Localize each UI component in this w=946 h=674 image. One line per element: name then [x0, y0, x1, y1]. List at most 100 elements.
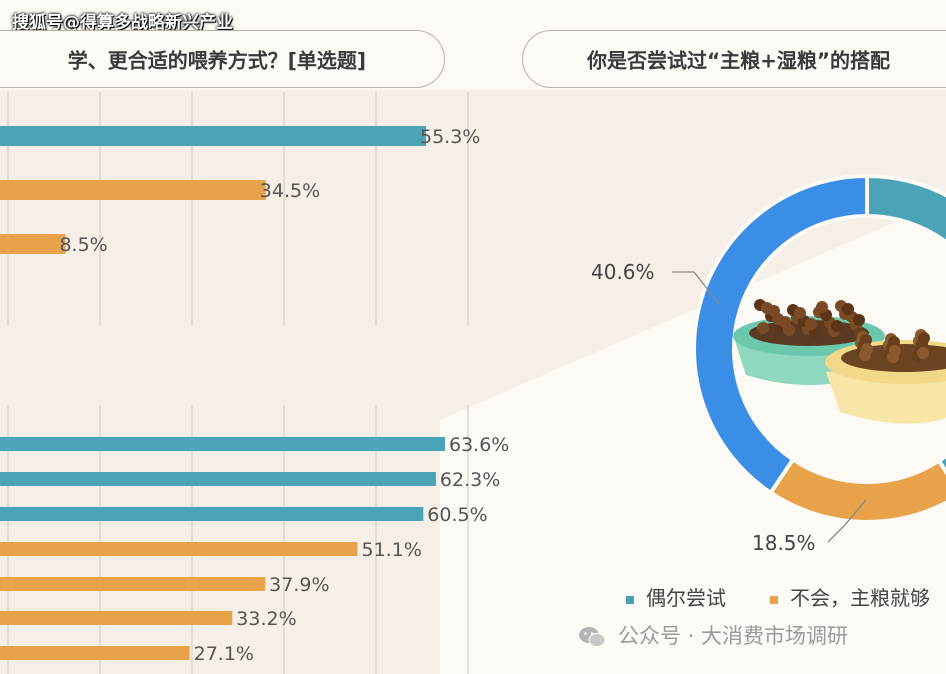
chart-title-concerns: 关注？[多选题]	[0, 347, 445, 405]
donut-slice-teal	[865, 173, 946, 476]
bar-value-label-3: 51.1%	[362, 539, 422, 561]
kibble-icon	[783, 324, 795, 336]
watermark: 搜狐号@得算多战略新兴产业	[12, 13, 233, 33]
bar-5	[0, 611, 233, 625]
bar-value-label-2: 60.5%	[427, 504, 487, 526]
donut-chart: 40.6% 18.5%	[591, 173, 946, 555]
kibble-icon	[846, 311, 858, 323]
pet-bowl-illustration	[733, 299, 946, 424]
kibble-icon	[857, 331, 869, 343]
kibble-icon	[912, 350, 924, 362]
kibble-icon	[858, 340, 870, 352]
donut-slice-orange	[767, 456, 946, 524]
kibble-icon	[854, 328, 866, 340]
kibble-icon	[887, 351, 899, 363]
legend-label: 偶尔尝试	[646, 586, 726, 610]
kibble-icon	[831, 320, 843, 332]
kibble-icon	[791, 312, 803, 324]
bar-0	[0, 437, 445, 451]
bars-concerns: 63.6% 62.3% 60.5%51.1% 37.9% 33.2% 27.1%	[0, 434, 509, 665]
kibble-icon	[859, 349, 871, 361]
donut-slice-blue	[692, 173, 869, 496]
kibble-icon	[842, 303, 854, 315]
kibble-icon	[787, 304, 799, 316]
donut-label-orange: 18.5%	[752, 531, 816, 555]
bar-1	[0, 180, 266, 200]
bar-2	[0, 234, 66, 254]
kibble-icon	[916, 338, 928, 350]
yellow-bowl-rim	[825, 340, 946, 384]
kibble-icon	[761, 302, 773, 314]
kibble-icon	[805, 318, 817, 330]
bar-value-label-4: 37.9%	[269, 574, 329, 596]
legend-dot-icon	[770, 595, 778, 604]
kibble-icon	[884, 348, 896, 360]
kibble-icon	[809, 326, 821, 338]
footer-text: 公众号 · 大消费市场调研	[618, 624, 849, 648]
kibble-icon	[765, 310, 777, 322]
legend-dot-icon	[626, 595, 634, 604]
chart-title-staple-wet: 你是否尝试过“主粮+湿粮”的搭配	[522, 30, 946, 88]
kibble-icon	[883, 339, 895, 351]
kibble-icon	[794, 307, 806, 319]
kibble-icon	[885, 333, 897, 345]
kibble-icon	[835, 300, 847, 312]
kibble-icon	[888, 336, 900, 348]
kibble-icon	[754, 299, 766, 311]
grid-concerns	[7, 405, 469, 674]
kibble-icon	[917, 347, 929, 359]
green-bowl-body	[734, 338, 884, 385]
kibble-icon	[772, 313, 784, 325]
kibble-icon	[850, 319, 862, 331]
kibble-icon	[889, 345, 901, 357]
kibble-icon	[813, 306, 825, 318]
legend-item-occasional: 偶尔尝试	[626, 582, 726, 611]
bar-value-label-6: 27.1%	[194, 643, 254, 665]
kibble-icon	[757, 322, 769, 334]
kibble-icon	[816, 301, 828, 313]
legend-item-no: 不会，主粮就够	[770, 582, 930, 611]
legend-label: 不会，主粮就够	[790, 586, 930, 610]
bar-value-label-5: 33.2%	[236, 608, 296, 630]
kibble-icon	[768, 305, 780, 317]
bar-6	[0, 646, 190, 660]
kibble-icon	[918, 332, 930, 344]
bar-value-label-1: 34.5%	[260, 180, 320, 202]
bar-2	[0, 507, 424, 521]
kibble-icon	[839, 308, 851, 320]
bar-0	[0, 126, 426, 146]
yellow-bowl-food	[841, 344, 946, 372]
bar-1	[0, 472, 436, 486]
yellow-bowl-body	[826, 362, 946, 424]
kibble-icon	[855, 337, 867, 349]
kibble-icon	[820, 309, 832, 321]
bars-feeding: 55.3% 34.5% 8.5%	[0, 126, 480, 256]
chart-title-staple-wet-text: 你是否尝试过“主粮+湿粮”的搭配	[587, 48, 891, 73]
wechat-icon	[579, 627, 606, 647]
footer-source: 公众号 · 大消费市场调研	[578, 620, 848, 650]
bar-value-label-2: 8.5%	[59, 234, 107, 256]
green-bowl-rim	[733, 316, 885, 356]
green-bowl-food	[749, 320, 869, 346]
kibble-icon	[914, 344, 926, 356]
kibble-icon	[853, 314, 865, 326]
leader-line-blue	[672, 271, 721, 306]
bar-value-label-0: 55.3%	[420, 126, 480, 148]
chart-title-concerns-text: 关注？[多选题]	[1, 365, 140, 390]
kibble-icon	[824, 317, 836, 329]
chart-title-feeding-text: 学、更合适的喂养方式？[单选题]	[67, 48, 366, 73]
kibble-icon	[913, 335, 925, 347]
kibble-icon	[861, 343, 873, 355]
kibble-icon	[779, 316, 791, 328]
kibble-icon	[886, 342, 898, 354]
kibble-icon	[915, 329, 927, 341]
leader-line-orange	[827, 499, 867, 543]
kibble-icon	[776, 321, 788, 333]
kibble-icon	[802, 323, 814, 335]
chart-title-feeding: 学、更合适的喂养方式？[单选题]	[0, 30, 445, 88]
kibble-icon	[856, 346, 868, 358]
bar-3	[0, 542, 358, 556]
bar-value-label-0: 63.6%	[449, 434, 509, 456]
kibble-icon	[828, 325, 840, 337]
